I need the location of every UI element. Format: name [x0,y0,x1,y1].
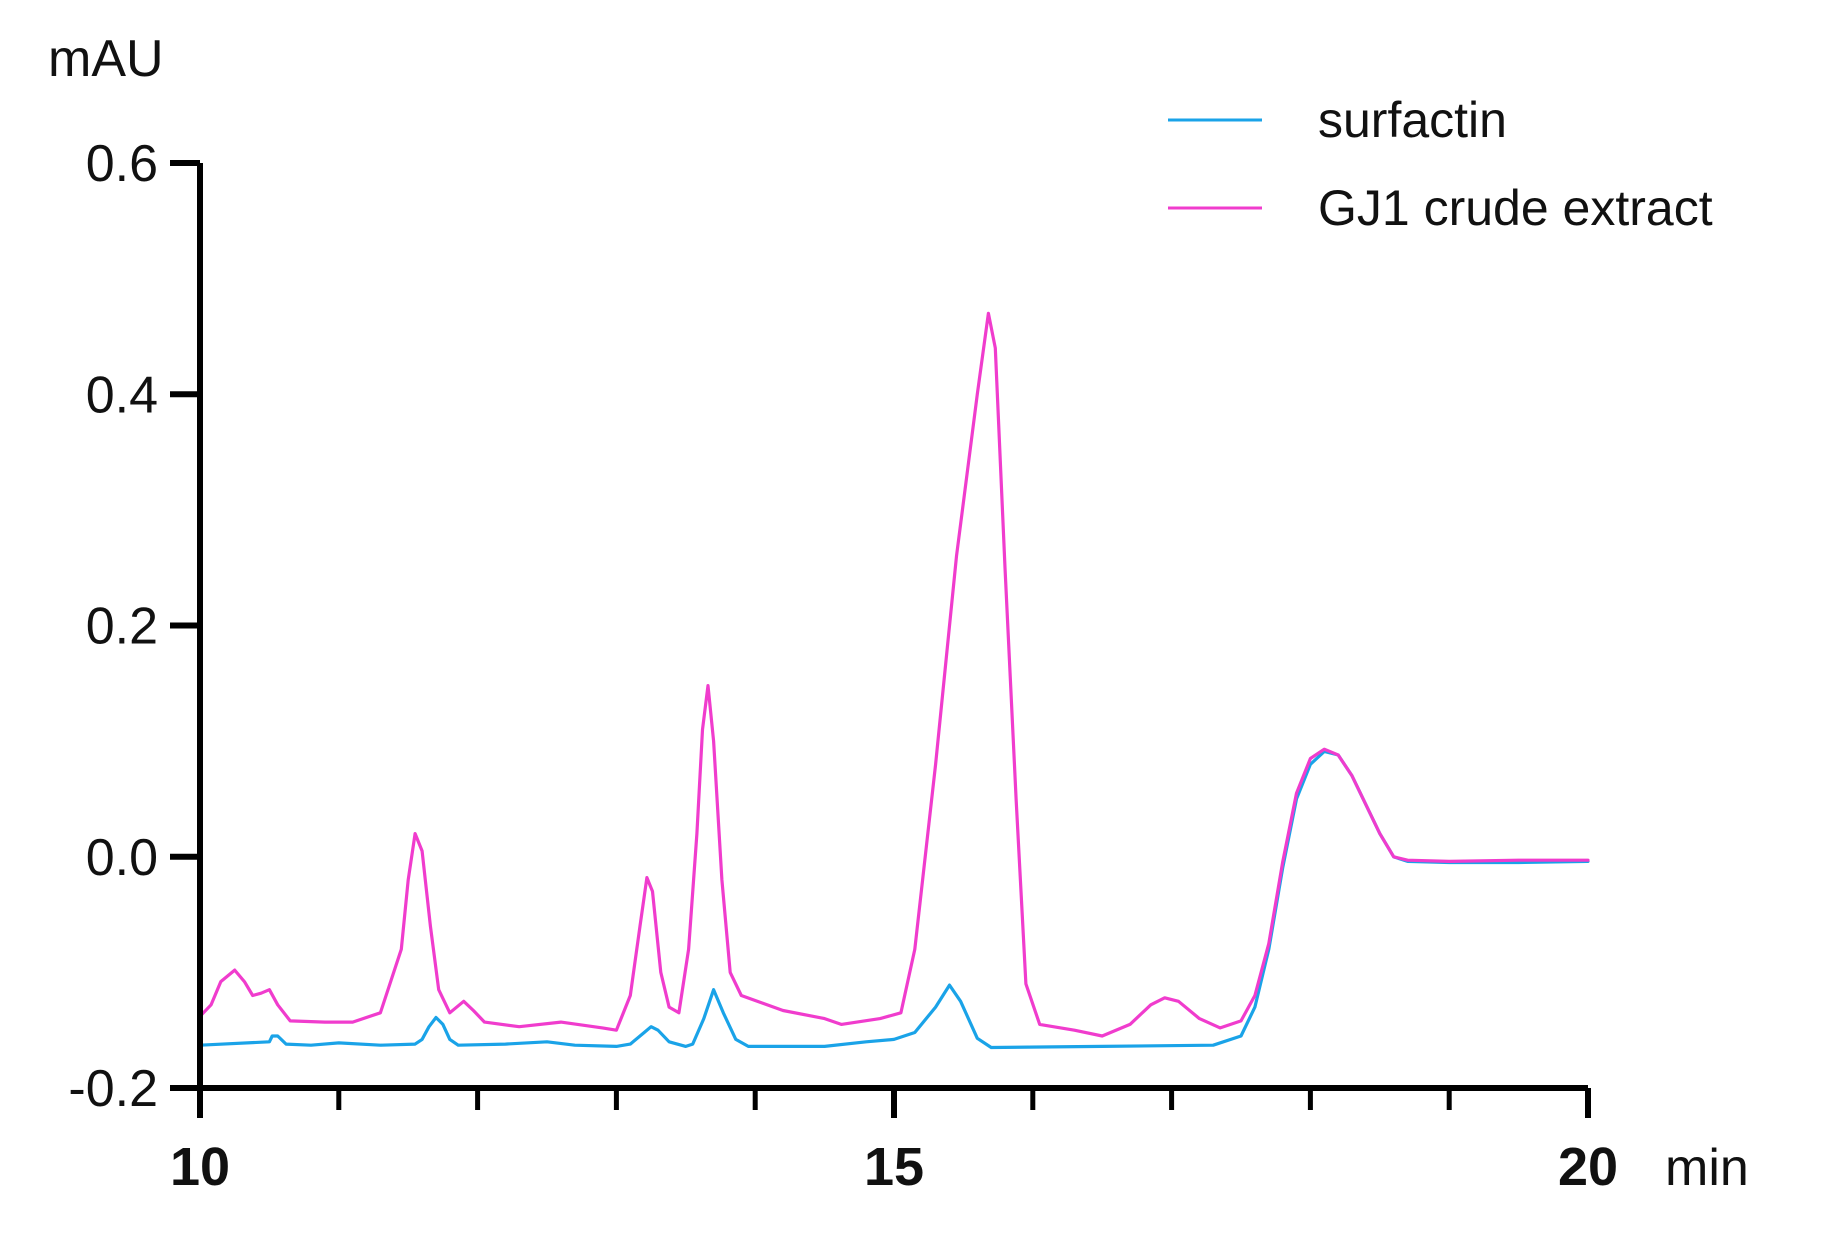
series-line-surfactin [198,749,1590,1050]
x-tick-label: 10 [170,1137,230,1197]
y-tick-label: -0.2 [68,1060,158,1118]
x-tick-label: 15 [864,1137,924,1197]
y-tick-label: 0.2 [86,598,158,656]
y-tick-label: 0.6 [86,135,158,193]
y-tick-label: 0.4 [86,366,158,424]
plot-area [198,311,1590,1050]
legend-label: GJ1 crude extract [1318,180,1713,236]
x-axis-label: min [1665,1139,1749,1197]
legend: surfactin GJ1 crude extract [1168,92,1713,236]
axes [197,163,1588,1091]
series-line-gj1-crude-extract [198,311,1590,1038]
y-tick-label: 0.0 [86,829,158,887]
legend-label: surfactin [1318,92,1507,148]
ticks: -0.2 0.0 0.2 0.4 0.6 10 15 20 [68,135,1618,1197]
x-tick-label: 20 [1558,1137,1618,1197]
y-axis-label: mAU [48,30,164,88]
